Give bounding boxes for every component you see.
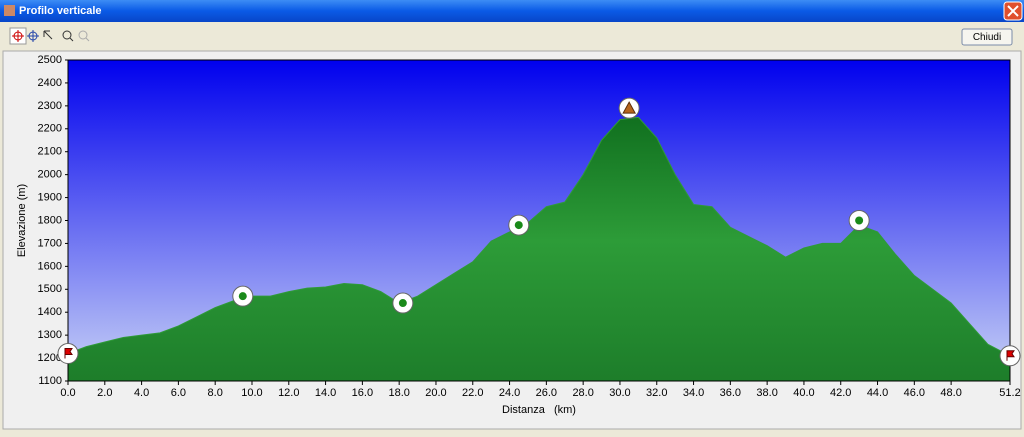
y-tick-label: 1500 (38, 283, 62, 295)
x-tick-label: 4.0 (134, 387, 149, 399)
y-tick-label: 2000 (38, 169, 62, 181)
y-tick-label: 2300 (38, 100, 62, 112)
waypoint-icon (398, 299, 407, 308)
y-tick-label: 2200 (38, 123, 62, 135)
close-window[interactable] (1003, 1, 1023, 21)
x-tick-label: 20.0 (425, 387, 446, 399)
tool-pan[interactable] (43, 30, 53, 40)
window-icon (4, 5, 15, 16)
x-tick-label: 18.0 (388, 387, 409, 399)
close-button[interactable]: Chiudi (961, 28, 1013, 46)
title-bar (0, 0, 1024, 22)
x-tick-label: 36.0 (720, 387, 741, 399)
tool-crosshair[interactable] (27, 30, 39, 42)
x-tick-label: 2.0 (97, 387, 112, 399)
x-tick-label: 46.0 (904, 387, 925, 399)
y-tick-label: 2100 (38, 146, 62, 158)
waypoint-icon (514, 221, 523, 230)
x-tick-label: 38.0 (756, 387, 777, 399)
x-tick-label: 24.0 (499, 387, 520, 399)
x-tick-label: 26.0 (536, 387, 557, 399)
x-tick-label: 8.0 (208, 387, 223, 399)
y-tick-label: 1900 (38, 191, 62, 203)
tool-zoom-out[interactable] (78, 30, 90, 42)
y-tick-label: 1300 (38, 329, 62, 341)
x-tick-label: 16.0 (352, 387, 373, 399)
x-tick-label: 22.0 (462, 387, 483, 399)
x-tick-label: 44.0 (867, 387, 888, 399)
close-button-label: Chiudi (973, 32, 1001, 43)
y-tick-label: 1800 (38, 214, 62, 226)
x-tick-label: 32.0 (646, 387, 667, 399)
x-tick-label: 0.0 (60, 387, 75, 399)
y-tick-label: 1200 (38, 352, 62, 364)
toolbar (9, 27, 90, 45)
x-tick-label: 51.2 (999, 387, 1020, 399)
x-axis-label: Distanza (km) (502, 404, 576, 416)
window-title: Profilo verticale (19, 5, 102, 17)
y-axis-label: Elevazione (m) (16, 184, 28, 257)
x-tick-label: 28.0 (572, 387, 593, 399)
waypoint-icon (855, 216, 864, 225)
waypoint-icon (64, 347, 73, 359)
tool-select[interactable] (9, 27, 27, 45)
waypoint-icon (238, 292, 247, 301)
x-tick-label: 10.0 (241, 387, 262, 399)
waypoint-icon (1006, 350, 1015, 361)
chart: 1100 1200 1300 1400 1500 1600 1700 1800 1900 2000… (16, 54, 1021, 416)
x-tick-label: 12.0 (278, 387, 299, 399)
y-tick-label: 1600 (38, 260, 62, 272)
plot-frame (67, 59, 1011, 382)
y-tick-label: 1700 (38, 237, 62, 249)
y-tick-label: 1400 (38, 306, 62, 318)
x-tick-label: 14.0 (315, 387, 336, 399)
tool-zoom-in[interactable] (62, 30, 74, 42)
x-tick-label: 34.0 (683, 387, 704, 399)
x-tick-label: 48.0 (940, 387, 961, 399)
x-tick-label: 6.0 (171, 387, 186, 399)
waypoint-icon (622, 101, 636, 114)
y-tick-label: 2400 (38, 77, 62, 89)
x-tick-label: 40.0 (793, 387, 814, 399)
y-tick-label: 2500 (38, 54, 62, 66)
x-tick-label: 30.0 (609, 387, 630, 399)
x-tick-label: 42.0 (830, 387, 851, 399)
y-tick-label: 1100 (38, 375, 62, 387)
